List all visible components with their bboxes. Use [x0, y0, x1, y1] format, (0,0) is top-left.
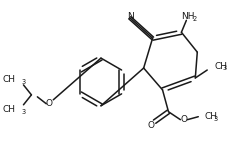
Text: 3: 3: [22, 109, 26, 115]
Text: O: O: [147, 121, 154, 130]
Text: CH: CH: [3, 75, 16, 84]
Text: 3: 3: [22, 79, 26, 85]
Text: 3: 3: [213, 116, 217, 122]
Text: NH: NH: [182, 12, 195, 21]
Text: CH: CH: [204, 112, 217, 121]
Text: O: O: [181, 115, 188, 124]
Text: O: O: [46, 99, 53, 108]
Text: 3: 3: [223, 65, 227, 71]
Text: N: N: [127, 12, 134, 21]
Text: 2: 2: [193, 16, 197, 22]
Text: CH: CH: [214, 62, 227, 71]
Text: CH: CH: [3, 105, 16, 114]
